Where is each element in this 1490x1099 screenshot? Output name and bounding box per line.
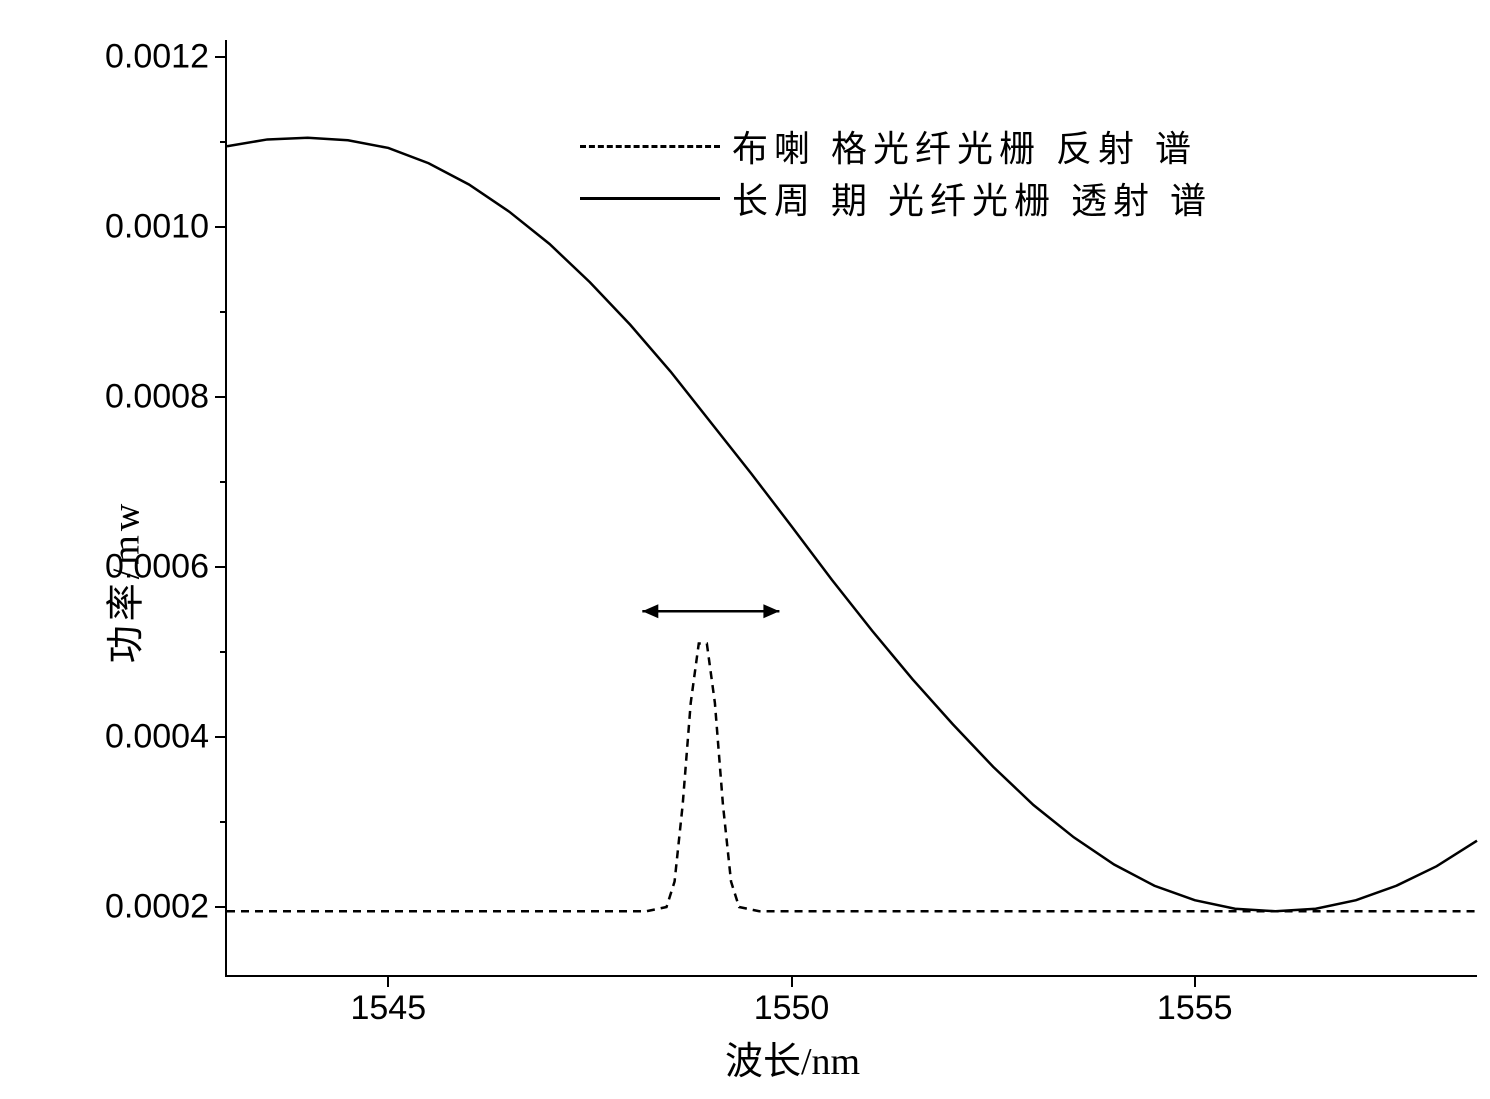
x-tick-label: 1545	[350, 989, 426, 1028]
x-tick	[791, 975, 793, 987]
x-tick	[387, 975, 389, 987]
legend-solid-sample	[580, 197, 720, 200]
y-tick	[215, 906, 227, 908]
legend-label: 长周 期 光纤光栅 透射 谱	[732, 172, 1212, 224]
x-axis-label: 波长/nm	[725, 1030, 860, 1085]
y-tick	[215, 396, 227, 398]
y-tick	[215, 566, 227, 568]
x-tick-label: 1555	[1157, 989, 1233, 1028]
y-tick-label: 0.0010	[105, 208, 209, 247]
y-tick-label: 0.0002	[105, 888, 209, 927]
y-tick-label: 0.0008	[105, 378, 209, 417]
y-tick-minor	[220, 651, 227, 653]
y-tick-minor	[220, 481, 227, 483]
y-tick-minor	[220, 141, 227, 143]
legend: 布喇 格光纤光栅 反射 谱长周 期 光纤光栅 透射 谱	[580, 120, 1212, 224]
y-tick	[215, 736, 227, 738]
y-tick-label: 0.0012	[105, 38, 209, 77]
x-tick-label: 1550	[754, 989, 830, 1028]
y-tick-minor	[220, 311, 227, 313]
legend-dashed-sample	[580, 145, 720, 148]
y-axis-label: 功率/mw	[94, 500, 149, 664]
y-tick	[215, 226, 227, 228]
legend-item: 长周 期 光纤光栅 透射 谱	[580, 172, 1212, 224]
y-tick-minor	[220, 821, 227, 823]
legend-item: 布喇 格光纤光栅 反射 谱	[580, 120, 1212, 172]
x-tick	[1194, 975, 1196, 987]
chart-container: 0.00020.00040.00060.00080.00100.00121545…	[0, 0, 1490, 1099]
y-tick	[215, 56, 227, 58]
y-tick-label: 0.0004	[105, 718, 209, 757]
legend-label: 布喇 格光纤光栅 反射 谱	[732, 120, 1197, 172]
